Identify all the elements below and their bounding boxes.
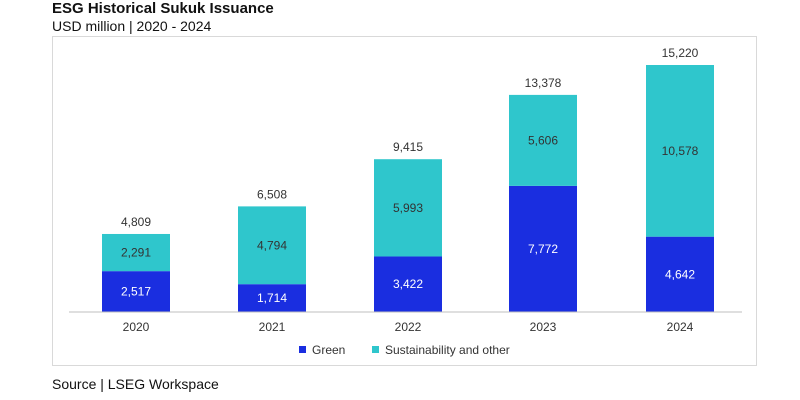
total-label-2021: 6,508 — [257, 187, 287, 201]
x-tick-label-2020: 2020 — [123, 320, 150, 334]
chart-title: ESG Historical Sukuk Issuance — [52, 0, 274, 17]
legend-label-green: Green — [312, 343, 345, 357]
bar-sustainability-2024 — [646, 65, 714, 237]
total-label-2023: 13,378 — [525, 76, 562, 90]
data-label-sustainability-2020: 2,291 — [121, 246, 151, 260]
legend-label-sustainability: Sustainability and other — [385, 343, 510, 357]
data-label-sustainability-2023: 5,606 — [528, 133, 558, 147]
stacked-bar-chart: 2,517 2,291 4,809 2020 1,714 4,794 6,508 2021 3,… — [69, 46, 742, 357]
data-label-sustainability-2024: 10,578 — [662, 144, 699, 158]
source-note: Source | LSEG Workspace — [52, 376, 219, 392]
x-tick-label-2022: 2022 — [395, 320, 422, 334]
x-tick-label-2021: 2021 — [259, 320, 286, 334]
data-label-green-2023: 7,772 — [528, 242, 558, 256]
total-label-2024: 15,220 — [662, 46, 699, 60]
bar-green-2022 — [374, 256, 442, 312]
bar-sustainability-2021 — [238, 206, 306, 285]
data-label-green-2021: 1,714 — [257, 291, 287, 305]
data-label-green-2024: 4,642 — [665, 267, 695, 281]
total-label-2020: 4,809 — [121, 215, 151, 229]
bar-sustainability-2020 — [102, 233, 170, 272]
x-tick-label-2023: 2023 — [530, 320, 557, 334]
chart-frame: 2,517 2,291 4,809 2020 1,714 4,794 6,508 2021 3,… — [52, 36, 757, 366]
legend-swatch-sustainability — [372, 346, 379, 353]
bar-sustainability-2023 — [509, 94, 577, 186]
chart-subtitle: USD million | 2020 - 2024 — [52, 18, 212, 34]
bar-green-2024 — [646, 236, 714, 312]
bar-green-2023 — [509, 185, 577, 312]
x-tick-label-2024: 2024 — [667, 320, 694, 334]
bar-sustainability-2022 — [374, 159, 442, 257]
bar-green-2021 — [238, 284, 306, 312]
legend-swatch-green — [299, 346, 306, 353]
data-label-sustainability-2022: 5,993 — [393, 201, 423, 215]
bar-green-2020 — [102, 271, 170, 312]
total-label-2022: 9,415 — [393, 140, 423, 154]
data-label-green-2020: 2,517 — [121, 285, 151, 299]
data-label-green-2022: 3,422 — [393, 277, 423, 291]
data-label-sustainability-2021: 4,794 — [257, 238, 287, 252]
